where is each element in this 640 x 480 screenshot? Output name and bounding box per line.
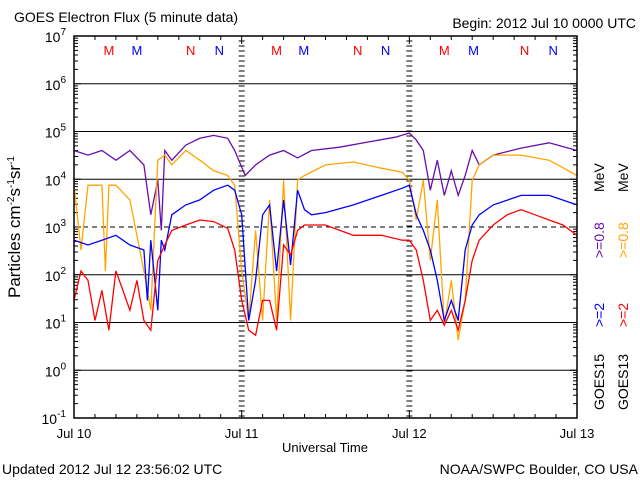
y-tick-label: 104: [45, 170, 67, 188]
data-series: [73, 132, 578, 341]
marker-M: M: [104, 43, 115, 58]
y-axis-label: Particles cm-2s-1sr-1: [5, 156, 24, 298]
series-line-3: [73, 209, 578, 337]
y-tick-label: 105: [45, 123, 67, 141]
begin-time: Begin: 2012 Jul 10 0000 UTC: [452, 15, 636, 31]
legend-goes15-high: >=2: [591, 303, 607, 327]
marker-M: M: [468, 43, 479, 58]
legend-goes15-unit: MeV: [591, 163, 607, 192]
legend: GOES15 >=2 >=0.8 MeV GOES13 >=2 >=0.8 Me…: [591, 163, 631, 410]
y-tick-label: 103: [45, 218, 67, 236]
plot-frame: [73, 35, 578, 419]
legend-goes15-name: GOES15: [591, 354, 607, 410]
marker-M: M: [271, 43, 282, 58]
gridlines: [74, 35, 577, 417]
x-tick-label: Jul 12: [392, 426, 427, 441]
marker-N: N: [186, 43, 195, 58]
legend-goes13-high: >=2: [615, 303, 631, 327]
marker-M: M: [131, 43, 142, 58]
x-axis-label: Universal Time: [282, 440, 368, 455]
chart-title: GOES Electron Flux (5 minute data): [14, 9, 238, 25]
marker-N: N: [215, 43, 224, 58]
y-tick-label: 100: [45, 361, 67, 379]
x-tick-label: Jul 10: [57, 426, 92, 441]
series-line-0: [73, 132, 578, 231]
y-tick-label: 107: [45, 27, 67, 45]
y-tick-label: 106: [45, 75, 67, 93]
x-tick-label: Jul 13: [560, 426, 595, 441]
marker-N: N: [520, 43, 529, 58]
legend-goes15-low: >=0.8: [591, 222, 607, 258]
marker-M: M: [298, 43, 309, 58]
marker-N: N: [381, 43, 390, 58]
marker-N: N: [549, 43, 558, 58]
legend-goes13-name: GOES13: [615, 354, 631, 410]
updated-timestamp: Updated 2012 Jul 12 23:56:02 UTC: [2, 461, 222, 477]
x-tick-labels: Jul 10 Jul 11 Jul 12 Jul 13: [57, 426, 595, 441]
marker-M: M: [439, 43, 450, 58]
data-source: NOAA/SWPC Boulder, CO USA: [440, 461, 639, 477]
y-tick-label: 102: [45, 266, 67, 284]
marker-N: N: [353, 43, 362, 58]
x-tick-label: Jul 11: [225, 426, 259, 441]
legend-goes13-unit: MeV: [615, 163, 631, 192]
y-tick-label: 101: [45, 314, 67, 332]
y-tick-label: 10-1: [42, 409, 67, 427]
legend-goes13-low: >=0.8: [615, 222, 631, 258]
y-tick-labels: 107 106 105 104 103 102 101 100 10-1: [42, 27, 67, 427]
series-line-1: [73, 149, 578, 341]
